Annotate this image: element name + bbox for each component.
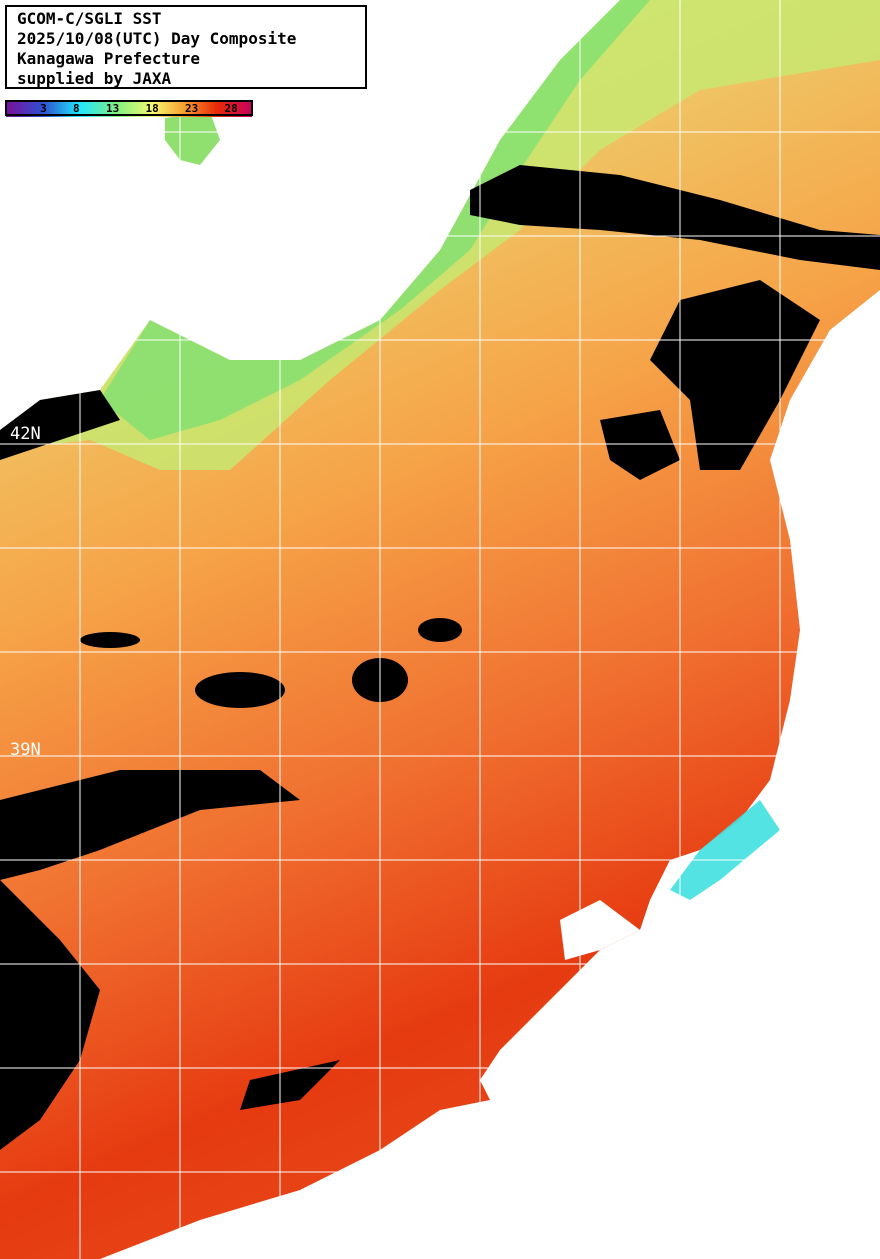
colorbar-gradient: [6, 101, 252, 117]
colorbar-tick: 23: [185, 102, 199, 115]
cold-bay-water: [670, 800, 780, 900]
latitude-label-42n: 42N: [10, 424, 41, 444]
colorbar-tick: 8: [73, 102, 80, 115]
title-line-2: 2025/10/08(UTC) Day Composite: [17, 29, 297, 48]
colorbar-tick: 13: [105, 102, 120, 115]
colorbar-tick: 3: [40, 102, 47, 115]
latitude-label-39n: 39N: [10, 740, 41, 760]
title-box: GCOM-C/SGLI SST 2025/10/08(UTC) Day Comp…: [5, 5, 367, 89]
title-line-1: GCOM-C/SGLI SST: [17, 9, 162, 28]
title-line-3: Kanagawa Prefecture: [17, 49, 201, 68]
title-line-4: supplied by JAXA: [17, 69, 172, 88]
land-japan: [100, 290, 880, 1259]
colorbar-tick: 28: [224, 102, 238, 115]
colorbar-tick: 18: [145, 102, 159, 115]
island: [165, 112, 220, 165]
colorbar: 3 8 13 18 23 28: [5, 100, 253, 116]
green-coastal-water: [100, 0, 650, 440]
